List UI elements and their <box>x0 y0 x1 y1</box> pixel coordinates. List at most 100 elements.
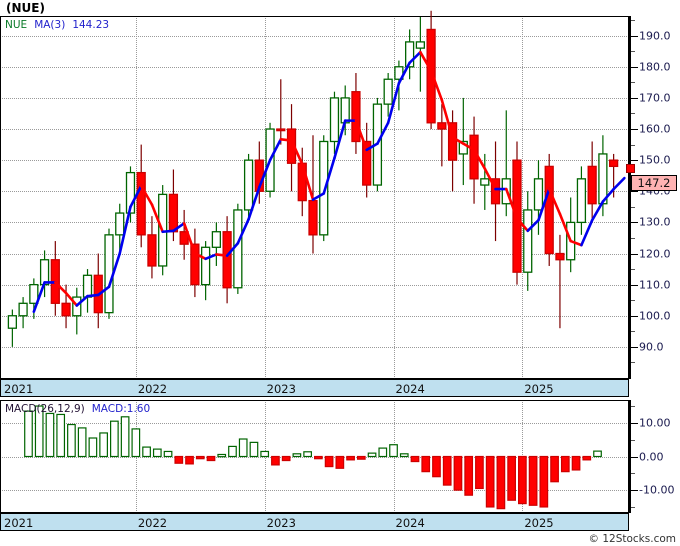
candle-body-up <box>405 41 415 68</box>
price-gridline <box>2 66 627 68</box>
candle-body-up <box>523 209 533 273</box>
candle-body-down <box>168 193 179 233</box>
candle-body-down <box>297 162 307 202</box>
ma3-segment <box>279 138 293 142</box>
ma3-segment <box>397 61 411 85</box>
price-axis-tick <box>631 97 638 99</box>
macd-bar-negative <box>560 455 570 473</box>
price-axis-minor-tick <box>631 20 635 22</box>
price-axis-minor-tick <box>631 144 635 146</box>
macd-bar-positive <box>99 432 108 458</box>
ma3-segment <box>483 167 497 191</box>
legend-ma-label: MA(3) <box>34 19 66 31</box>
macd-bar-positive <box>593 450 602 458</box>
ma3-segment <box>311 192 326 201</box>
ma3-segment <box>32 281 46 314</box>
ma3-segment <box>96 285 111 297</box>
candle-body-up <box>39 259 50 286</box>
price-year-gridline <box>264 18 266 377</box>
price-axis-label: 90.0 <box>639 340 664 354</box>
candle-body-up <box>480 178 490 186</box>
macd-bar-negative <box>271 455 280 466</box>
candle-body-up <box>598 153 608 205</box>
ma3-segment <box>322 156 336 195</box>
ma3-segment <box>236 217 250 245</box>
candle-body-down <box>609 159 619 168</box>
price-axis-label: 170.0 <box>639 91 671 105</box>
x-axis-band-price[interactable]: 2021 2022 2023 2024 2025 <box>0 379 629 397</box>
candle-body-down <box>190 243 200 286</box>
candle-body-up <box>29 283 39 304</box>
macd-bar-negative <box>346 455 355 461</box>
candle-body-up <box>82 274 93 298</box>
x-axis-year-label: 2025 <box>524 516 554 530</box>
candle-body-up <box>115 212 125 236</box>
macd-bar-positive <box>152 448 162 458</box>
macd-bar-positive <box>142 446 151 458</box>
candle-body-up <box>201 246 211 286</box>
ma3-segment <box>429 69 444 102</box>
ma3-segment <box>268 138 283 162</box>
ma3-segment <box>225 241 240 257</box>
macd-chart-panel[interactable]: MACD(26,12,9) MACD:1.60 <box>0 400 629 513</box>
macd-bar-negative <box>507 455 516 501</box>
macd-y-axis: 10.00 0.00 -10.00 <box>629 400 680 513</box>
ma3-segment <box>601 187 615 203</box>
macd-bar-positive <box>88 437 98 458</box>
candle-body-up <box>7 315 17 329</box>
macd-bar-negative <box>195 455 205 460</box>
legend-symbol: NUE <box>5 19 28 31</box>
price-gridline <box>2 35 627 37</box>
macd-bar-negative <box>571 455 581 471</box>
candle-body-up <box>383 78 393 105</box>
candle-body-down <box>351 91 361 143</box>
price-axis-minor-tick <box>631 300 635 302</box>
x-axis-band-macd[interactable]: 2021 2022 2023 2024 2025 <box>0 513 629 531</box>
price-axis-label: 180.0 <box>639 60 671 74</box>
x-axis-year-label: 2021 <box>4 382 34 396</box>
candle-body-down <box>286 128 297 164</box>
macd-axis-minor-tick <box>631 473 635 475</box>
ma3-segment <box>64 291 79 307</box>
x-axis-year-label: 2025 <box>524 382 554 396</box>
macd-axis-label: -10.00 <box>639 483 675 497</box>
ma3-segment <box>515 217 530 233</box>
macd-bar-positive <box>228 445 237 458</box>
ma3-segment <box>247 185 261 221</box>
price-axis-spine <box>629 16 631 379</box>
ma3-segment <box>526 218 540 233</box>
price-axis-label: 120.0 <box>639 247 671 261</box>
x-axis-year-label: 2023 <box>266 516 296 530</box>
price-gridline <box>2 97 627 99</box>
ma3-segment <box>462 142 476 152</box>
price-axis-minor-tick <box>631 113 635 115</box>
macd-bar-negative <box>539 455 549 508</box>
price-axis-label: 150.0 <box>639 153 671 167</box>
candle-body-down <box>136 171 146 236</box>
ma3-segment <box>537 187 551 222</box>
price-axis-minor-tick <box>631 269 635 271</box>
macd-bar-negative <box>485 455 495 508</box>
macd-bar-positive <box>45 412 55 458</box>
macd-axis-tick <box>631 422 638 424</box>
macd-bar-negative <box>206 455 216 462</box>
price-axis-minor-tick <box>631 362 635 364</box>
price-chart-panel[interactable]: NUE MA(3) 144.23 <box>0 10 629 379</box>
ma3-segment <box>451 136 465 145</box>
ma3-segment <box>547 187 562 216</box>
ma3-segment <box>365 142 379 152</box>
macd-bar-negative <box>442 455 452 486</box>
macd-bar-positive <box>56 413 66 458</box>
candle-body-up <box>415 41 425 49</box>
macd-bar-positive <box>399 453 409 458</box>
candle-body-down <box>276 128 286 132</box>
candle-body-up <box>340 97 350 124</box>
macd-bar-negative <box>550 455 559 483</box>
ma3-segment <box>386 81 401 125</box>
price-axis-minor-tick <box>631 206 635 208</box>
ma3-segment <box>86 293 100 298</box>
macd-bar-positive <box>120 416 130 458</box>
price-gridline <box>2 160 627 162</box>
x-axis-year-label: 2023 <box>266 382 296 396</box>
candle-body-up <box>104 234 114 314</box>
